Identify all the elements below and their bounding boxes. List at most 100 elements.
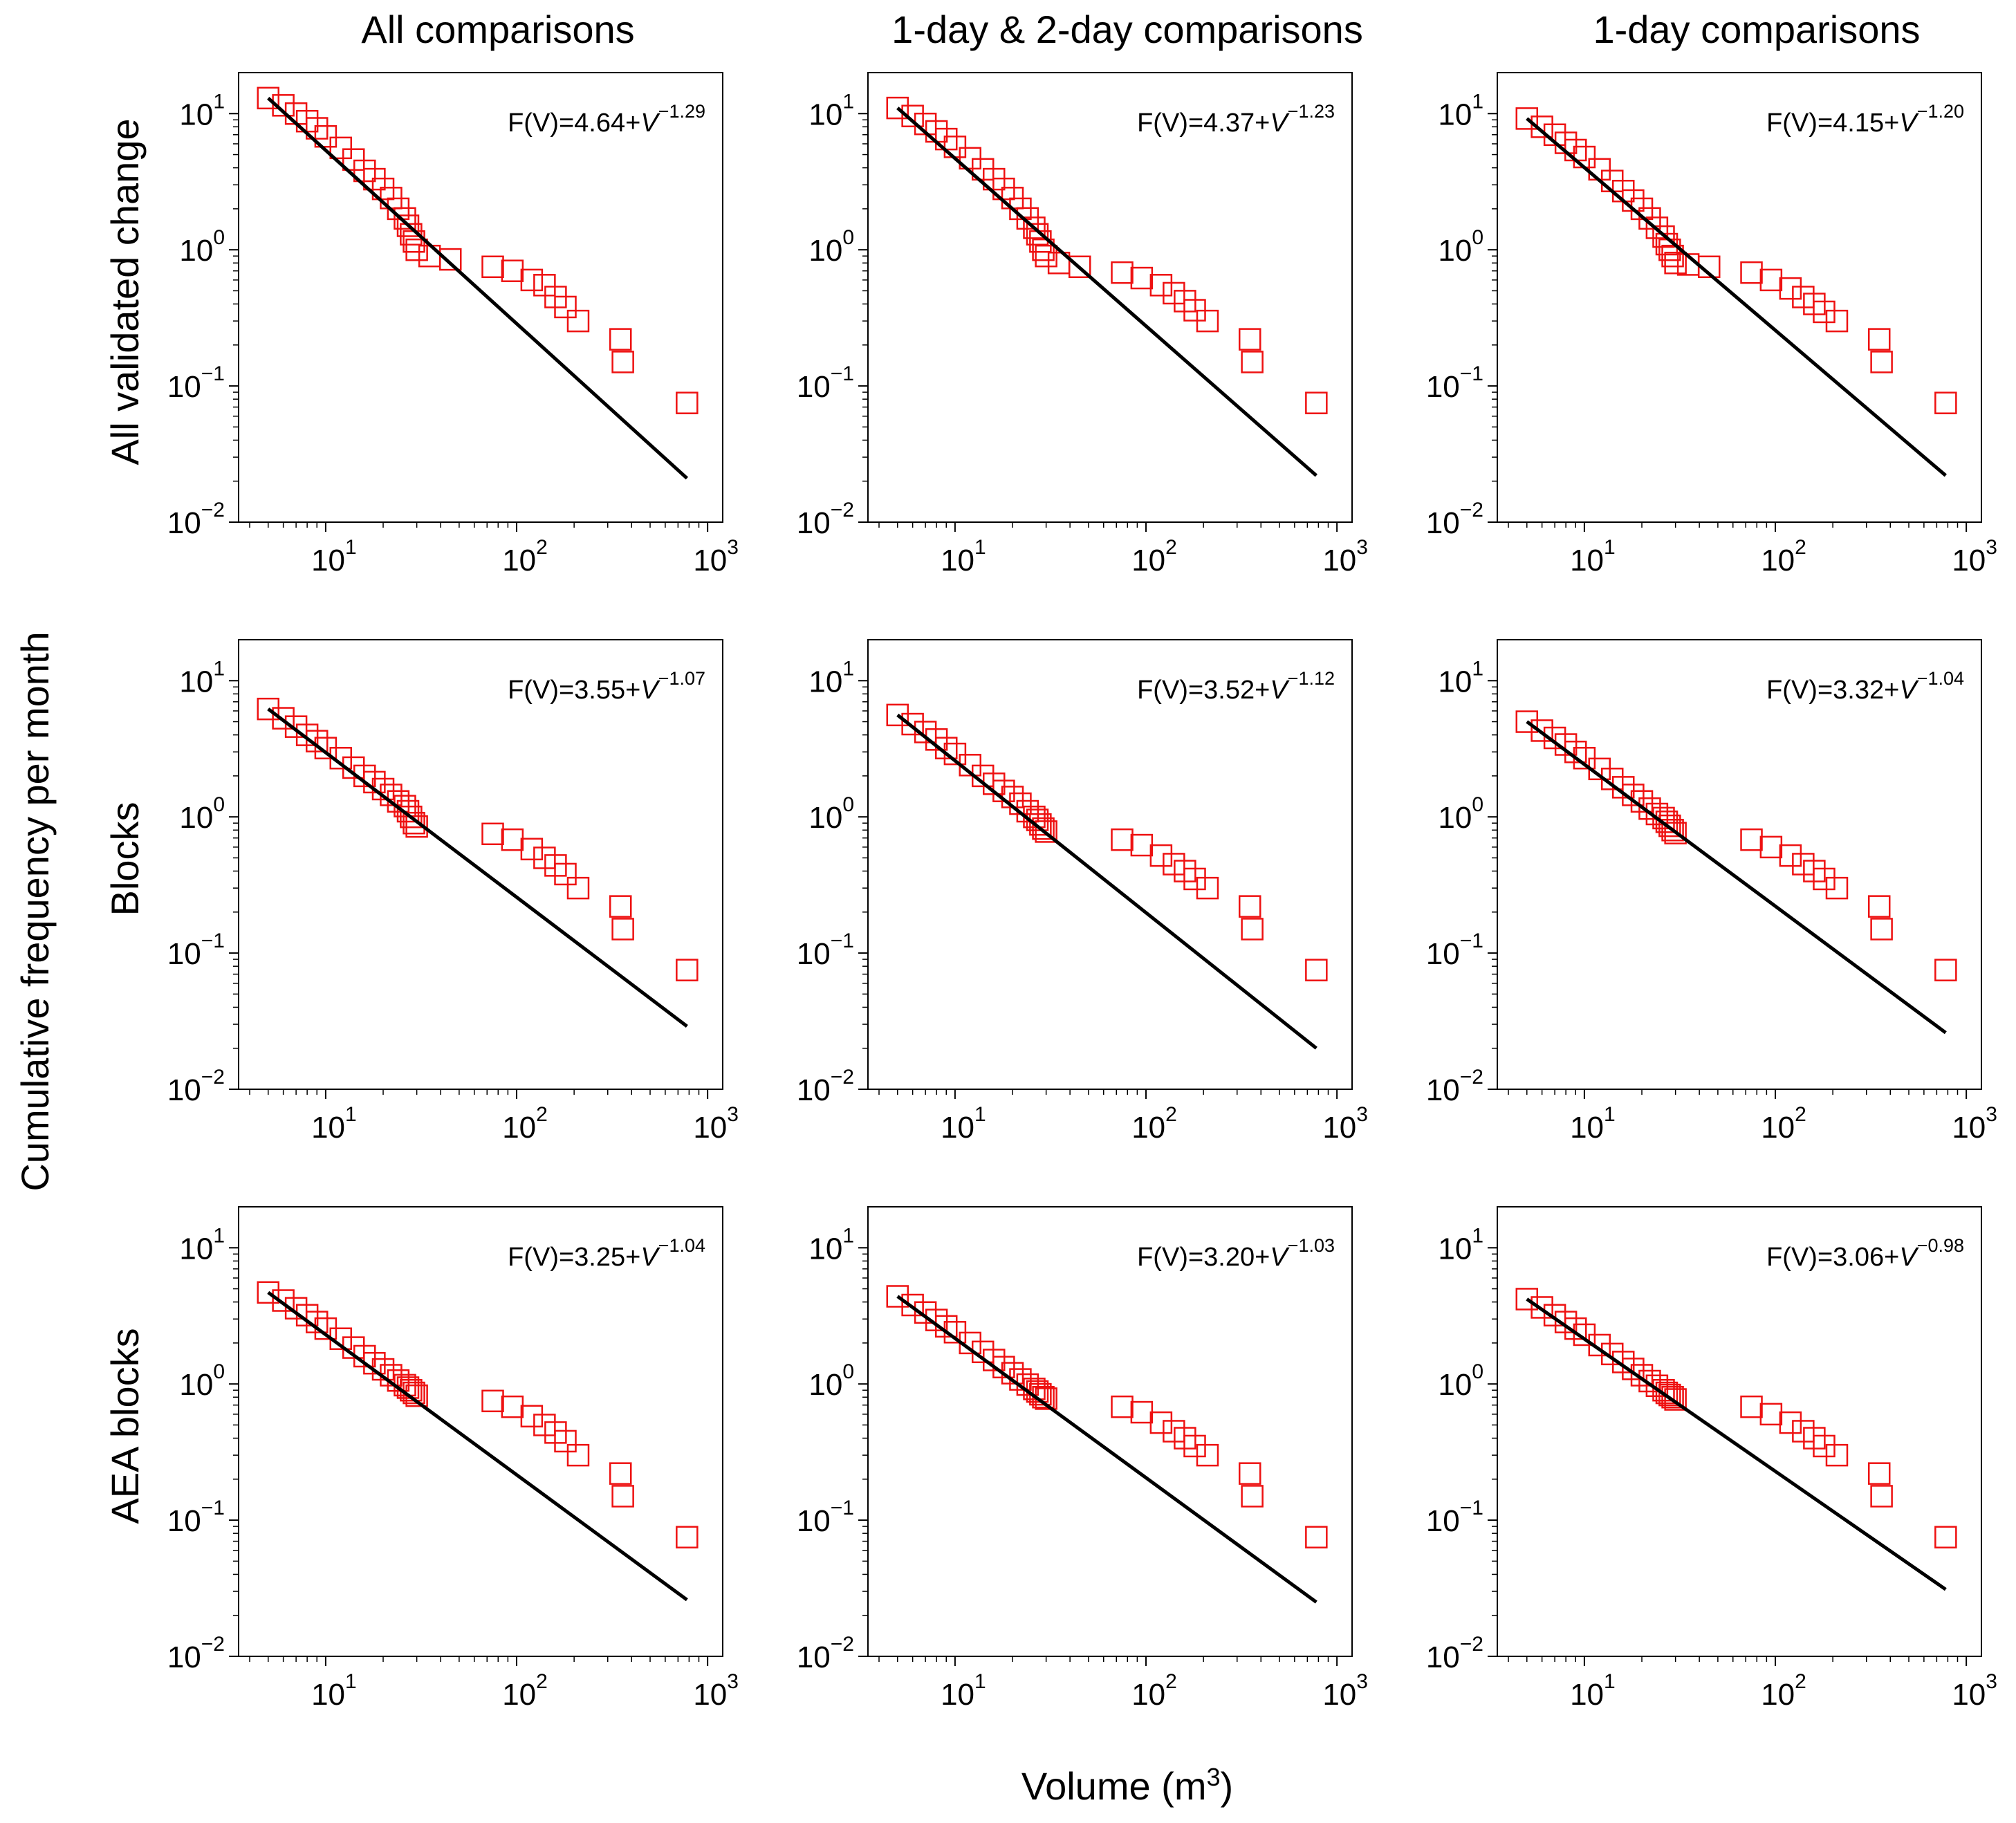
x-tick-label-base: 10 bbox=[1570, 1678, 1604, 1712]
x-tick-label-base: 10 bbox=[1952, 1678, 1986, 1712]
x-tick-label-base: 10 bbox=[1761, 544, 1795, 577]
x-tick-label: 101 bbox=[1570, 1670, 1616, 1712]
y-tick-label-exp: −1 bbox=[1460, 362, 1483, 385]
y-tick-label-exp: −2 bbox=[831, 1633, 854, 1656]
x-tick-label-base: 10 bbox=[502, 544, 536, 577]
data-point bbox=[400, 223, 423, 246]
data-point bbox=[1588, 158, 1611, 181]
data-point bbox=[901, 712, 924, 736]
x-tick-label-base: 10 bbox=[1952, 1111, 1986, 1145]
x-tick-label-exp: 1 bbox=[345, 1670, 357, 1693]
data-point bbox=[566, 876, 590, 900]
fit-equation: F(V)=3.06+V−0.98 bbox=[1766, 1235, 1964, 1272]
data-point bbox=[1870, 1485, 1893, 1508]
y-tick-label-base: 10 bbox=[808, 98, 842, 131]
axes-frame bbox=[867, 639, 1353, 1090]
y-tick-label-exp: −1 bbox=[831, 929, 854, 952]
data-point bbox=[1111, 828, 1134, 851]
x-tick-label-base: 10 bbox=[1322, 1111, 1356, 1145]
data-point bbox=[1870, 918, 1893, 941]
data-point bbox=[886, 703, 909, 727]
column-title-2: 1-day comparisons bbox=[1593, 8, 1920, 51]
y-tick-label: 100 bbox=[808, 226, 854, 268]
data-point bbox=[1638, 207, 1661, 230]
fit-equation: F(V)=4.15+V−1.20 bbox=[1766, 101, 1964, 138]
y-tick-label-exp: 0 bbox=[1472, 226, 1483, 249]
data-point bbox=[1759, 835, 1783, 859]
x-tick-label-exp: 2 bbox=[1165, 536, 1177, 559]
x-tick-label-base: 10 bbox=[1131, 1678, 1165, 1712]
x-tick-label-exp: 1 bbox=[1604, 1670, 1616, 1693]
fit-equation-prefix: F(V)=3.06+ bbox=[1766, 1243, 1899, 1272]
data-point bbox=[676, 1526, 699, 1548]
y-tick-label-exp: 1 bbox=[842, 90, 854, 113]
data-point bbox=[1813, 867, 1835, 891]
data-point bbox=[1661, 1386, 1684, 1409]
fit-equation: F(V)=3.20+V−1.03 bbox=[1137, 1235, 1335, 1272]
axes-frame bbox=[238, 72, 723, 523]
fit-equation-prefix: F(V)=3.52+ bbox=[1137, 676, 1270, 705]
y-tick-label: 100 bbox=[179, 226, 225, 268]
x-tick-label-base: 10 bbox=[502, 1111, 536, 1145]
x-tick-label-base: 10 bbox=[311, 544, 345, 577]
y-tick-label-exp: −2 bbox=[201, 1633, 225, 1656]
y-tick-label-base: 10 bbox=[167, 1504, 201, 1538]
data-point bbox=[1149, 1411, 1173, 1434]
data-point bbox=[566, 1443, 590, 1467]
fit-equation-exponent: −1.04 bbox=[658, 1235, 705, 1256]
x-tick-label-exp: 2 bbox=[1795, 1103, 1806, 1126]
fit-equation-exponent: −0.98 bbox=[1917, 1235, 1964, 1256]
data-point bbox=[1934, 391, 1957, 414]
row-title-2: AEA blocks bbox=[103, 1328, 147, 1524]
fit-equation-variable: V bbox=[1899, 676, 1919, 705]
y-axis-label: Cumulative frequency per month bbox=[13, 631, 57, 1191]
data-point bbox=[481, 255, 504, 279]
fit-equation-exponent: −1.29 bbox=[658, 101, 705, 122]
x-tick-label: 103 bbox=[1952, 1670, 1997, 1712]
data-point bbox=[1196, 876, 1219, 900]
data-point bbox=[1149, 844, 1173, 867]
y-tick-label-base: 10 bbox=[1426, 1640, 1460, 1674]
x-tick-label-base: 10 bbox=[1952, 544, 1986, 577]
data-point bbox=[1183, 867, 1206, 891]
x-tick-label-exp: 2 bbox=[1795, 536, 1806, 559]
data-point bbox=[1130, 266, 1154, 290]
x-tick-label: 103 bbox=[1952, 536, 1997, 577]
x-tick-label: 103 bbox=[1322, 1670, 1368, 1712]
x-tick-label-exp: 3 bbox=[727, 1670, 739, 1693]
data-point bbox=[1573, 145, 1596, 169]
x-tick-label-base: 10 bbox=[502, 1678, 536, 1712]
x-tick-label: 102 bbox=[502, 1670, 548, 1712]
y-tick-label-exp: −1 bbox=[201, 1497, 225, 1519]
data-point bbox=[554, 1429, 577, 1453]
data-point bbox=[1658, 1383, 1681, 1407]
y-tick-label-base: 10 bbox=[179, 801, 213, 835]
data-point bbox=[306, 730, 329, 752]
y-tick-label-exp: 1 bbox=[1472, 657, 1483, 680]
y-tick-label-base: 10 bbox=[808, 801, 842, 835]
data-point bbox=[1531, 719, 1553, 742]
fit-equation-prefix: F(V)=4.37+ bbox=[1137, 109, 1270, 138]
data-point bbox=[609, 1462, 632, 1485]
data-point bbox=[1196, 1443, 1219, 1467]
x-tick-label: 101 bbox=[941, 536, 986, 577]
y-tick-label-base: 10 bbox=[167, 370, 201, 404]
data-point bbox=[1655, 232, 1679, 256]
y-tick-label: 101 bbox=[808, 1224, 854, 1266]
fit-equation: F(V)=3.52+V−1.12 bbox=[1137, 668, 1335, 705]
y-tick-label: 10−1 bbox=[1426, 362, 1483, 404]
x-tick-label: 103 bbox=[1322, 536, 1368, 577]
data-point bbox=[1515, 107, 1539, 130]
y-tick-label-exp: 0 bbox=[213, 226, 225, 249]
axes-frame bbox=[867, 72, 1353, 523]
fit-line bbox=[896, 713, 1317, 1050]
fit-equation-prefix: F(V)=3.55+ bbox=[508, 676, 640, 705]
data-point bbox=[1515, 1288, 1539, 1311]
x-tick-label-exp: 2 bbox=[536, 1670, 548, 1693]
y-tick-label-base: 10 bbox=[179, 1368, 213, 1402]
x-tick-label: 102 bbox=[1131, 536, 1177, 577]
fit-equation-exponent: −1.04 bbox=[1917, 668, 1964, 689]
y-tick-label-base: 10 bbox=[1438, 665, 1472, 698]
x-tick-label: 102 bbox=[1131, 1103, 1177, 1145]
